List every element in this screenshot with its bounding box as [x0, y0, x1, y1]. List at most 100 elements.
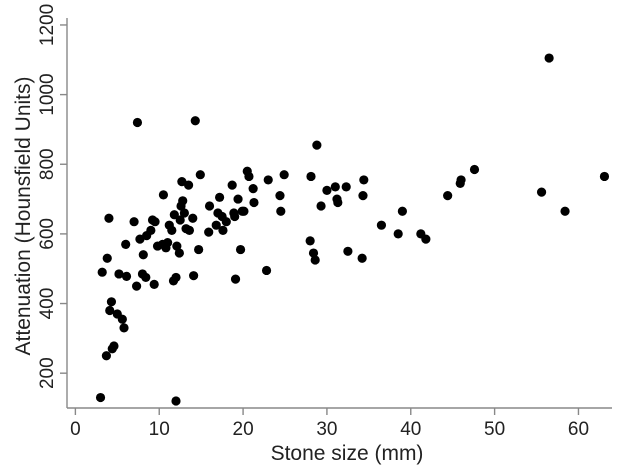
y-tick-label: 1200 — [37, 4, 58, 46]
data-point — [121, 271, 132, 281]
data-point — [117, 314, 127, 324]
data-point — [150, 217, 160, 227]
data-point — [132, 117, 143, 128]
data-point — [129, 217, 139, 227]
data-point — [97, 267, 107, 277]
data-point — [560, 206, 570, 216]
data-point — [275, 190, 285, 201]
data-point — [358, 190, 368, 201]
data-point — [261, 265, 272, 276]
data-point — [179, 208, 189, 218]
data-point — [316, 201, 326, 211]
y-ticks: 200 400 600 800 1000 1200 — [37, 4, 67, 389]
x-tick-label: 40 — [400, 419, 421, 440]
data-point — [184, 225, 195, 236]
data-point — [393, 229, 403, 239]
data-point — [421, 234, 431, 244]
data-point — [121, 239, 131, 249]
data-point — [443, 190, 453, 201]
data-point — [189, 271, 199, 281]
data-point — [138, 250, 148, 260]
data-point — [218, 225, 228, 236]
data-point — [230, 211, 240, 222]
data-point — [102, 253, 112, 263]
y-tick-label: 400 — [37, 288, 58, 320]
y-tick-label: 200 — [37, 357, 58, 389]
data-point — [357, 253, 367, 263]
data-point — [178, 196, 188, 206]
data-point — [343, 246, 353, 256]
data-points — [95, 53, 610, 406]
data-point — [221, 217, 231, 227]
data-point — [204, 227, 214, 237]
data-point — [469, 164, 480, 175]
data-point — [114, 269, 124, 279]
data-point — [188, 213, 198, 223]
data-point — [169, 210, 179, 220]
y-tick-label: 1000 — [37, 73, 58, 115]
data-point — [308, 248, 319, 258]
x-tick-label: 0 — [70, 419, 81, 440]
axes — [66, 18, 612, 409]
data-point — [211, 220, 221, 230]
data-point — [171, 396, 181, 406]
data-point — [171, 272, 181, 283]
data-point — [312, 140, 322, 150]
data-point — [276, 206, 286, 216]
data-point — [536, 187, 547, 197]
data-point — [195, 170, 205, 180]
data-point — [149, 279, 159, 289]
x-tick-label: 30 — [316, 419, 337, 440]
data-point — [397, 206, 407, 216]
data-point — [172, 241, 182, 251]
x-tick-label: 60 — [568, 419, 589, 440]
data-point — [341, 182, 351, 192]
data-point — [233, 194, 243, 204]
data-point — [101, 351, 112, 361]
data-point — [109, 341, 119, 351]
data-point — [119, 323, 129, 333]
y-axis-label: Attenuation (Hounsfield Units) — [12, 77, 35, 356]
data-point — [204, 201, 215, 211]
data-point — [263, 175, 273, 185]
data-point — [163, 237, 173, 248]
data-point — [146, 225, 156, 236]
x-axis-label: Stone size (mm) — [271, 442, 424, 465]
y-tick-label: 800 — [37, 148, 58, 180]
x-tick-label: 20 — [233, 419, 254, 440]
x-tick-label: 50 — [484, 419, 505, 440]
y-tick-label: 600 — [37, 218, 58, 250]
data-point — [183, 180, 194, 190]
data-point — [279, 170, 289, 180]
data-point — [175, 215, 185, 225]
data-point — [131, 281, 142, 291]
data-point — [333, 197, 343, 208]
data-point — [248, 184, 258, 194]
x-ticks: 0 10 20 30 40 50 60 — [70, 408, 589, 440]
data-point — [174, 248, 184, 258]
data-point — [306, 171, 316, 182]
x-tick-label: 10 — [149, 419, 170, 440]
data-point — [330, 182, 340, 192]
data-point — [376, 220, 387, 230]
data-point — [158, 190, 169, 200]
data-point — [106, 297, 117, 307]
data-point — [167, 225, 177, 236]
data-point — [544, 53, 554, 63]
data-point — [141, 272, 151, 283]
data-point — [95, 392, 106, 403]
data-point — [230, 274, 241, 284]
data-point — [105, 305, 115, 316]
data-point — [322, 185, 332, 195]
data-point — [190, 116, 200, 126]
data-point — [227, 180, 237, 190]
data-point — [249, 197, 259, 208]
data-point — [239, 206, 249, 216]
data-point — [359, 175, 369, 185]
data-point — [305, 236, 315, 246]
data-point — [456, 175, 466, 185]
data-point — [215, 192, 225, 202]
data-point — [194, 244, 204, 255]
data-point — [104, 213, 114, 223]
